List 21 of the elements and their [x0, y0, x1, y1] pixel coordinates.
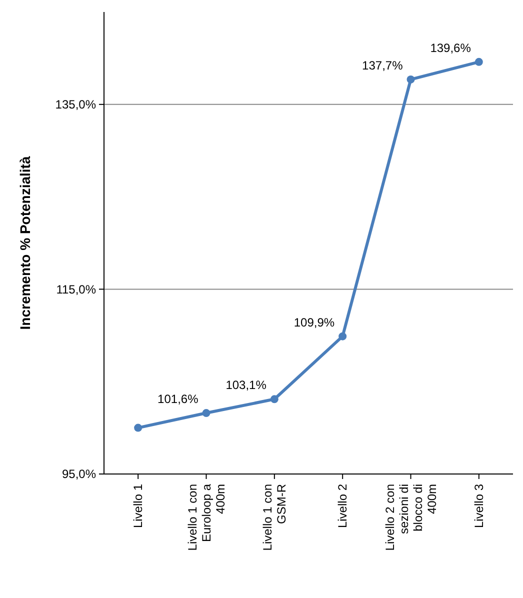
point: [202, 409, 210, 418]
data-label: 109,9%: [294, 315, 335, 330]
point: [270, 395, 278, 404]
point: [406, 75, 415, 84]
y-tick-label: 95,0%: [62, 467, 96, 482]
x-tick-label: Livello 1 con Euroloop a 400m: [185, 484, 228, 551]
x-tick-label: Livello 1 con GSM-R: [260, 484, 288, 551]
x-tick-label: Livello 2: [336, 484, 350, 528]
y-axis-title: Incremento % Potenzialità: [17, 156, 33, 330]
y-tick-label: 115,0%: [56, 282, 96, 296]
data-label: 101,6%: [158, 392, 199, 406]
y-tick-label: 135,0%: [55, 98, 96, 112]
x-tick-label: Livello 2 con sezioni di blocco di 400m: [382, 484, 439, 551]
point: [134, 424, 142, 432]
data-label: 103,1%: [226, 378, 267, 392]
point: [474, 58, 483, 66]
x-tick-label: Livello 3: [472, 484, 486, 528]
point: [338, 332, 347, 340]
x-tick-label: Livello 1: [131, 484, 146, 528]
data-label: 139,6%: [430, 40, 472, 55]
data-label: 137,7%: [362, 58, 404, 72]
